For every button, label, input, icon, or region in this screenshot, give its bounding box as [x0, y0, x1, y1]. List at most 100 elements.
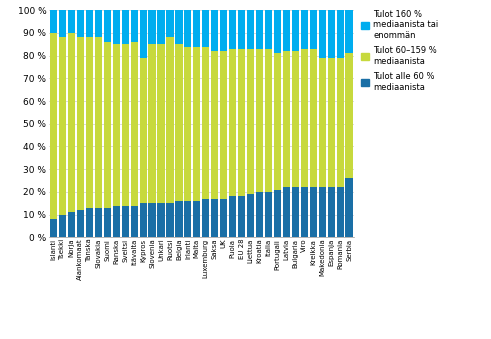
Bar	[336, 10, 344, 58]
Bar	[256, 192, 263, 237]
Bar	[319, 10, 326, 58]
Bar	[68, 212, 75, 237]
Bar	[184, 10, 191, 46]
Bar	[68, 33, 75, 212]
Bar	[319, 58, 326, 187]
Bar	[292, 10, 299, 51]
Bar	[122, 10, 129, 44]
Bar	[139, 10, 147, 58]
Bar	[50, 219, 57, 237]
Bar	[211, 199, 218, 237]
Bar	[292, 187, 299, 237]
Bar	[175, 10, 183, 44]
Bar	[104, 10, 111, 42]
Bar	[238, 49, 245, 196]
Bar	[50, 33, 57, 219]
Bar	[265, 10, 272, 49]
Bar	[229, 49, 236, 196]
Bar	[300, 10, 308, 49]
Bar	[265, 49, 272, 192]
Bar	[346, 53, 353, 178]
Bar	[50, 10, 57, 33]
Bar	[175, 44, 183, 201]
Bar	[68, 10, 75, 33]
Bar	[300, 187, 308, 237]
Bar	[95, 208, 102, 237]
Bar	[158, 44, 164, 203]
Bar	[59, 215, 66, 237]
Bar	[59, 37, 66, 215]
Bar	[274, 190, 281, 237]
Bar	[131, 205, 138, 237]
Bar	[202, 10, 209, 46]
Bar	[86, 37, 93, 208]
Bar	[238, 196, 245, 237]
Bar	[112, 10, 120, 44]
Bar	[310, 49, 317, 187]
Bar	[229, 10, 236, 49]
Bar	[104, 42, 111, 208]
Bar	[274, 10, 281, 53]
Bar	[310, 187, 317, 237]
Bar	[158, 203, 164, 237]
Bar	[283, 187, 290, 237]
Bar	[346, 10, 353, 53]
Bar	[175, 201, 183, 237]
Bar	[229, 196, 236, 237]
Bar	[300, 49, 308, 187]
Bar	[86, 10, 93, 37]
Bar	[166, 10, 173, 37]
Bar	[166, 203, 173, 237]
Bar	[256, 49, 263, 192]
Bar	[265, 192, 272, 237]
Bar	[346, 178, 353, 237]
Bar	[211, 10, 218, 51]
Bar	[211, 51, 218, 199]
Bar	[95, 37, 102, 208]
Bar	[77, 37, 84, 210]
Bar	[148, 203, 156, 237]
Bar	[122, 205, 129, 237]
Bar	[184, 46, 191, 201]
Bar	[283, 10, 290, 51]
Bar	[139, 203, 147, 237]
Bar	[104, 208, 111, 237]
Bar	[327, 58, 335, 187]
Bar	[166, 37, 173, 203]
Legend: Tulot 160 %
mediaanista tai
enommän, Tulot 60–159 %
mediaanista, Tulot alle 60 %: Tulot 160 % mediaanista tai enommän, Tul…	[361, 10, 438, 92]
Bar	[327, 10, 335, 58]
Bar	[202, 46, 209, 199]
Bar	[247, 10, 254, 49]
Bar	[220, 199, 227, 237]
Bar	[319, 187, 326, 237]
Bar	[193, 201, 200, 237]
Bar	[59, 10, 66, 37]
Bar	[77, 10, 84, 37]
Bar	[184, 201, 191, 237]
Bar	[131, 10, 138, 42]
Bar	[77, 210, 84, 237]
Bar	[220, 10, 227, 51]
Bar	[238, 10, 245, 49]
Bar	[336, 187, 344, 237]
Bar	[112, 205, 120, 237]
Bar	[139, 58, 147, 203]
Bar	[193, 10, 200, 46]
Bar	[283, 51, 290, 187]
Bar	[336, 58, 344, 187]
Bar	[193, 46, 200, 201]
Bar	[95, 10, 102, 37]
Bar	[247, 49, 254, 194]
Bar	[148, 44, 156, 203]
Bar	[310, 10, 317, 49]
Bar	[202, 199, 209, 237]
Bar	[220, 51, 227, 199]
Bar	[122, 44, 129, 205]
Bar	[327, 187, 335, 237]
Bar	[131, 42, 138, 205]
Bar	[256, 10, 263, 49]
Bar	[86, 208, 93, 237]
Bar	[158, 10, 164, 44]
Bar	[148, 10, 156, 44]
Bar	[247, 194, 254, 237]
